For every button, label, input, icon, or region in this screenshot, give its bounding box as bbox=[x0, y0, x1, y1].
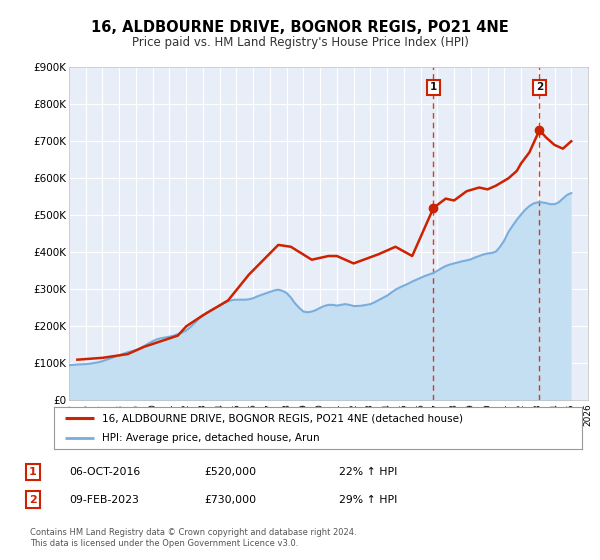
Text: 09-FEB-2023: 09-FEB-2023 bbox=[69, 494, 139, 505]
Text: 1: 1 bbox=[29, 467, 37, 477]
Text: 22% ↑ HPI: 22% ↑ HPI bbox=[339, 467, 397, 477]
Text: 16, ALDBOURNE DRIVE, BOGNOR REGIS, PO21 4NE: 16, ALDBOURNE DRIVE, BOGNOR REGIS, PO21 … bbox=[91, 20, 509, 35]
Text: HPI: Average price, detached house, Arun: HPI: Average price, detached house, Arun bbox=[101, 433, 319, 443]
Text: 06-OCT-2016: 06-OCT-2016 bbox=[69, 467, 140, 477]
Text: 2: 2 bbox=[29, 494, 37, 505]
Text: Price paid vs. HM Land Registry's House Price Index (HPI): Price paid vs. HM Land Registry's House … bbox=[131, 36, 469, 49]
Text: 29% ↑ HPI: 29% ↑ HPI bbox=[339, 494, 397, 505]
Text: £520,000: £520,000 bbox=[204, 467, 256, 477]
Text: 2: 2 bbox=[536, 82, 543, 92]
Text: Contains HM Land Registry data © Crown copyright and database right 2024.
This d: Contains HM Land Registry data © Crown c… bbox=[30, 528, 356, 548]
Text: 16, ALDBOURNE DRIVE, BOGNOR REGIS, PO21 4NE (detached house): 16, ALDBOURNE DRIVE, BOGNOR REGIS, PO21 … bbox=[101, 413, 463, 423]
Text: 1: 1 bbox=[430, 82, 437, 92]
Text: £730,000: £730,000 bbox=[204, 494, 256, 505]
